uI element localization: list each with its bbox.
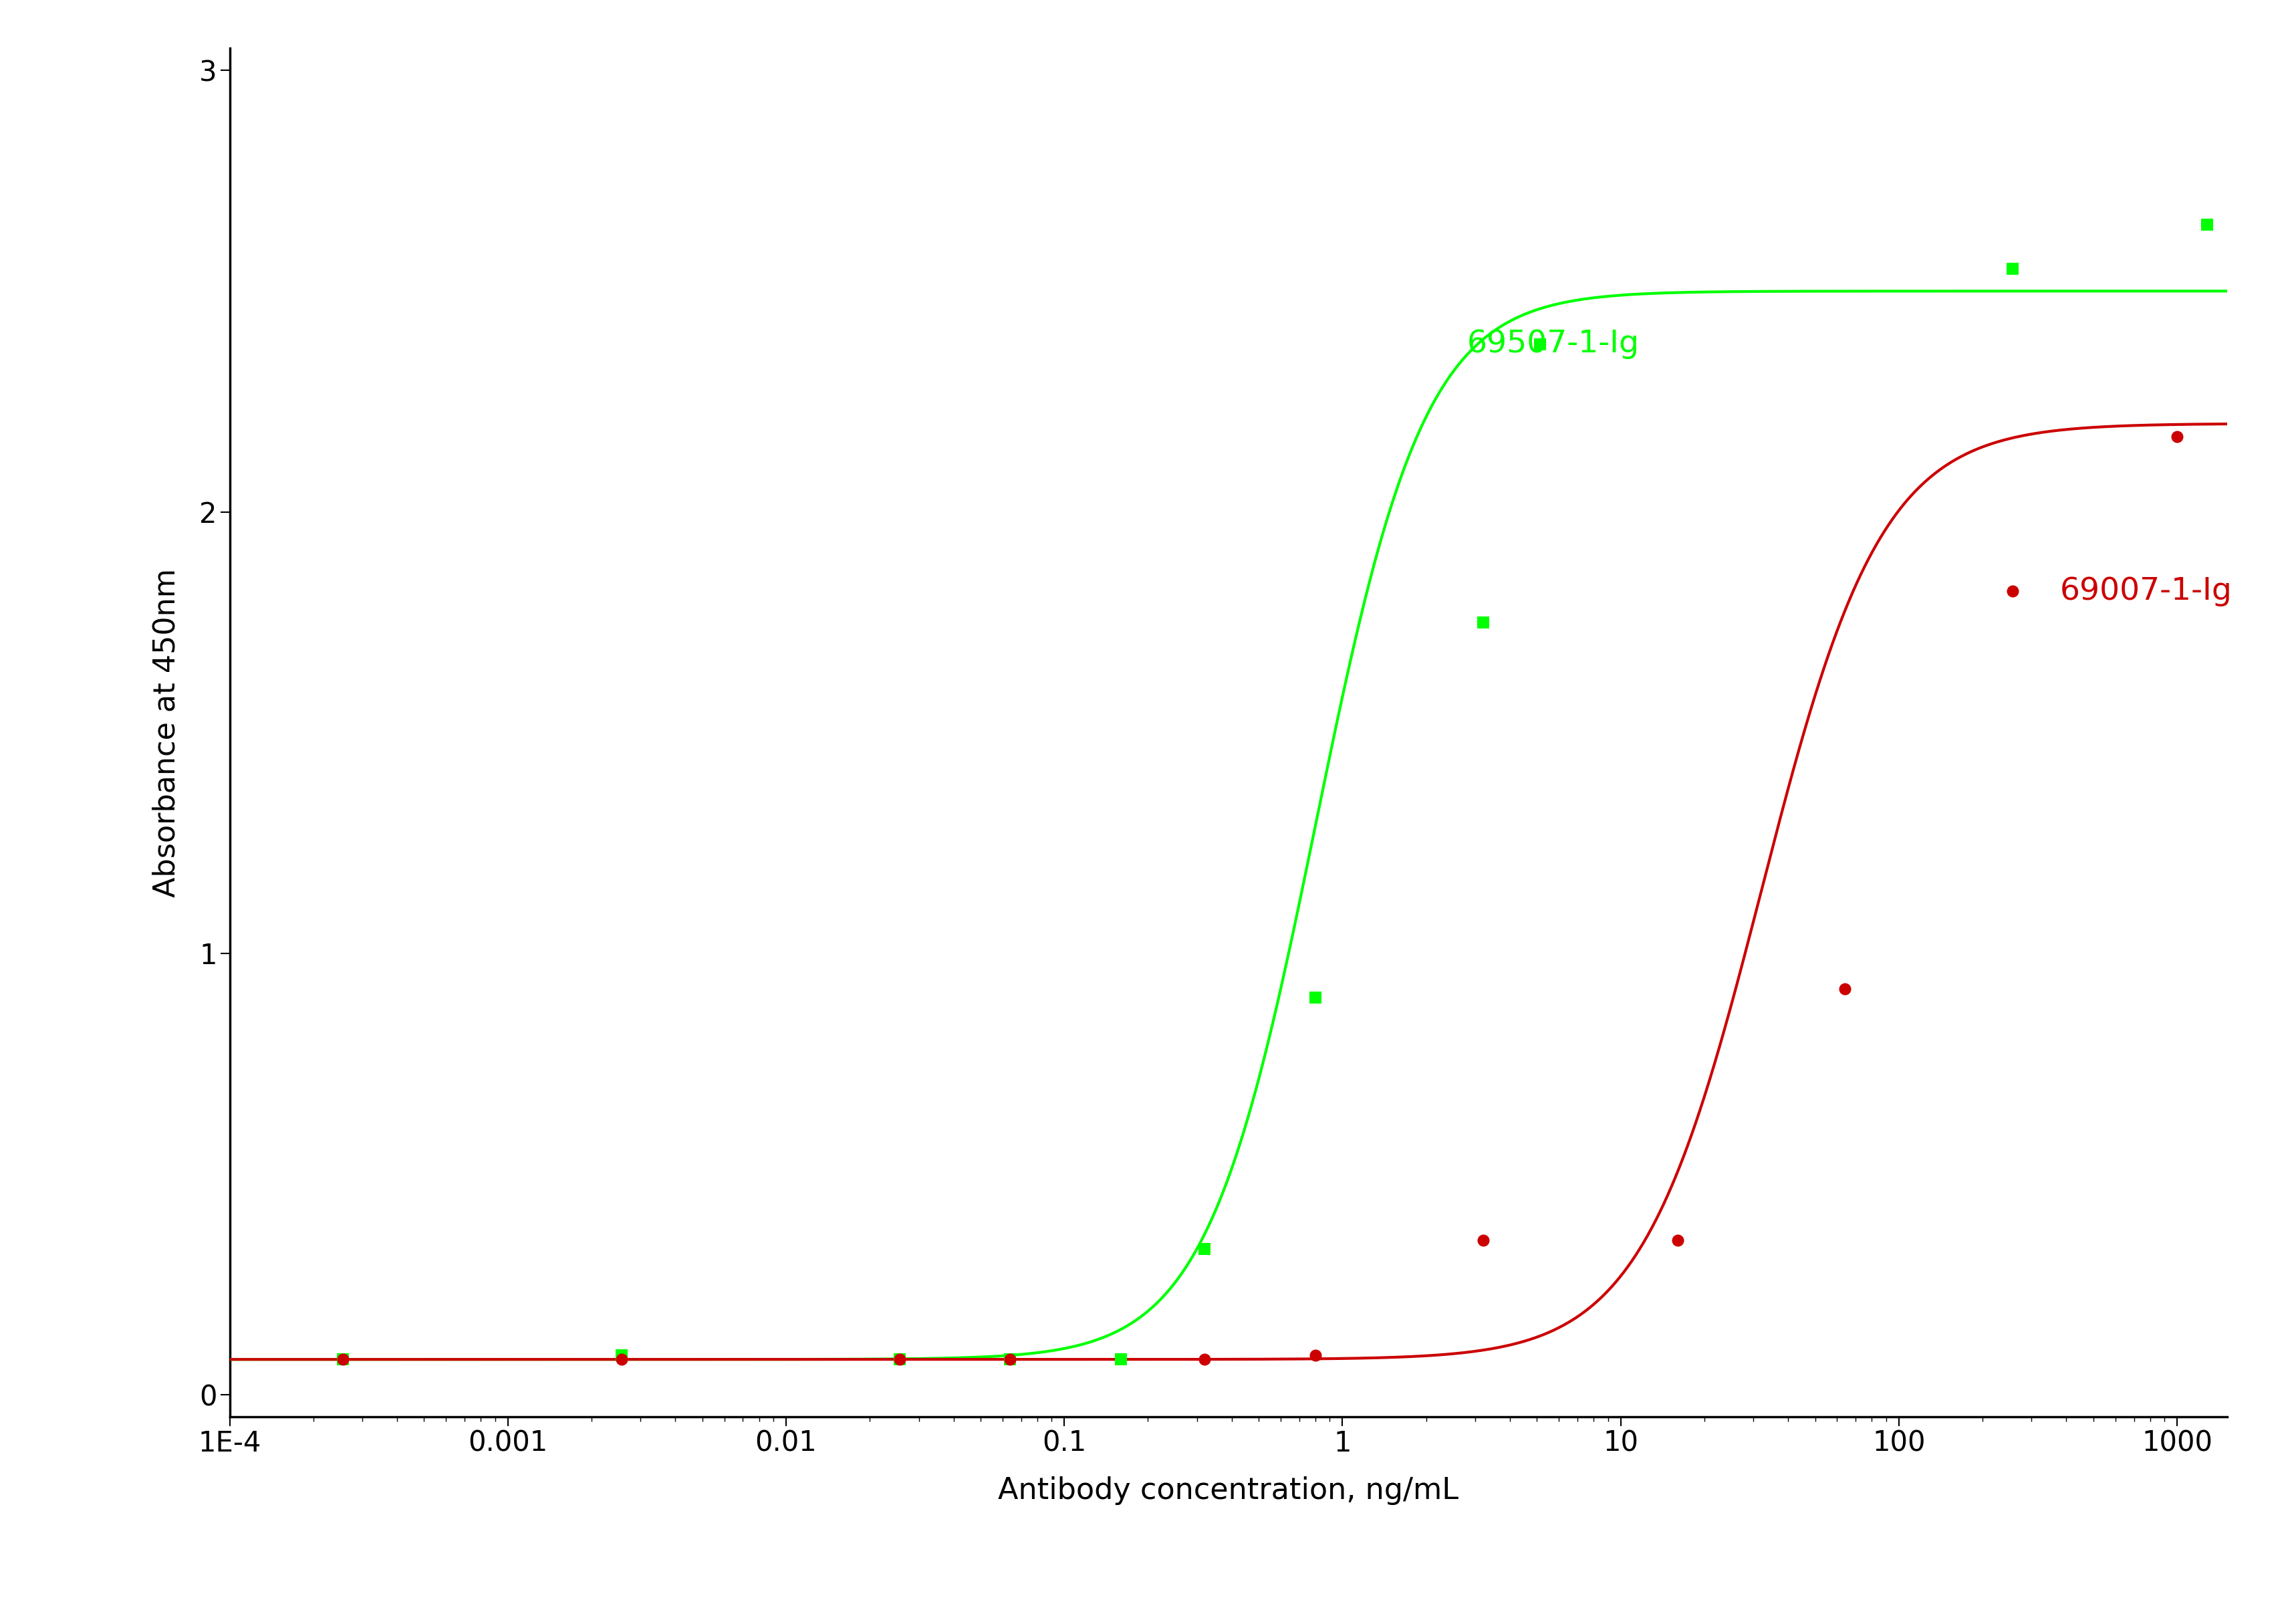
Point [1522,332,1559,357]
Point [1297,985,1334,1011]
Text: 69507-1-Ig: 69507-1-Ig [1467,328,1639,359]
Point [604,1343,641,1368]
Point [2188,213,2225,238]
Point [992,1346,1029,1372]
Point [1660,1227,1697,1253]
Point [1828,976,1864,1001]
Point [2158,423,2195,449]
Point [1297,1343,1334,1368]
Point [604,1346,641,1372]
Point [1187,1346,1224,1372]
Point [882,1346,918,1372]
Point [324,1346,360,1372]
Point [882,1346,918,1372]
Y-axis label: Absorbance at 450nm: Absorbance at 450nm [152,568,181,897]
Point [1465,609,1502,634]
Point [1993,256,2030,282]
Point [992,1346,1029,1372]
Point [1993,578,2030,604]
X-axis label: Antibody concentration, ng/mL: Antibody concentration, ng/mL [999,1476,1458,1505]
Point [1187,1236,1224,1262]
Point [1102,1346,1139,1372]
Text: 69007-1-Ig: 69007-1-Ig [2060,576,2232,607]
Point [1465,1227,1502,1253]
Point [324,1346,360,1372]
